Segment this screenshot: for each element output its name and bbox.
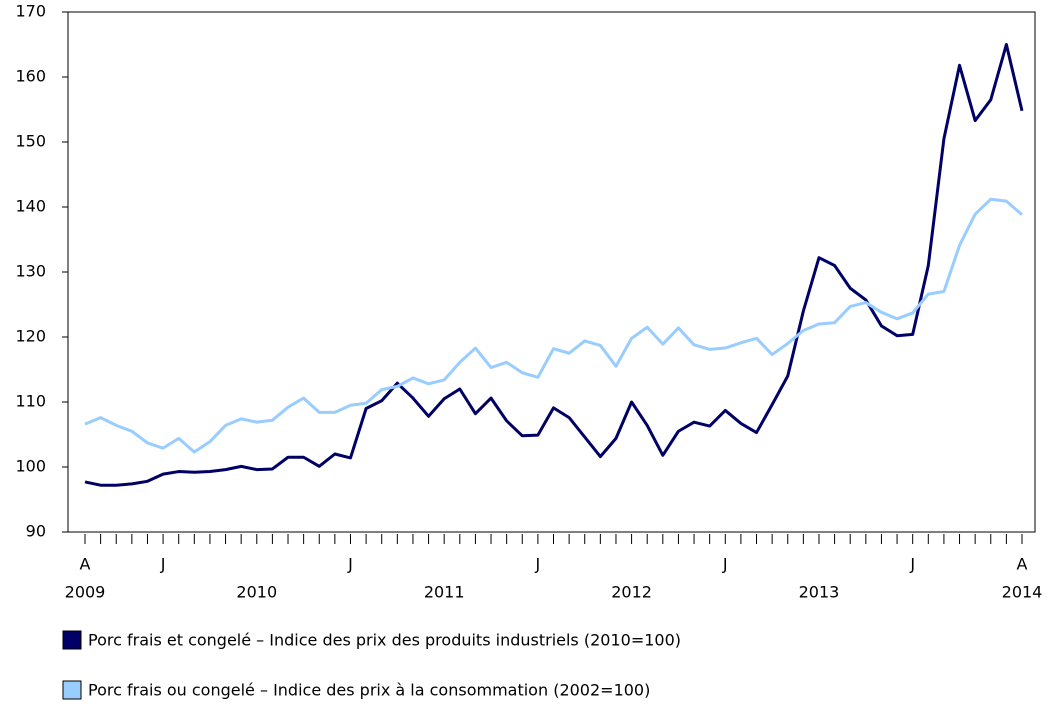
year-label: 2009 (65, 583, 106, 602)
x-tick-label: J (909, 555, 915, 574)
legend-swatch (62, 680, 82, 700)
x-tick-label: J (347, 555, 353, 574)
year-label: 2010 (236, 583, 277, 602)
line-series (84, 197, 1023, 454)
line-series (84, 43, 1024, 487)
plot-frame (67, 11, 1036, 533)
x-tick-label: J (722, 555, 728, 574)
legend-swatch (62, 630, 82, 650)
legend-label: Porc frais ou congelé – Indice des prix … (88, 681, 650, 700)
y-tick-label: 100 (15, 457, 46, 476)
x-tick-label: J (160, 555, 166, 574)
legend-label: Porc frais et congelé – Indice des prix … (88, 631, 681, 650)
y-tick-label: 110 (15, 392, 46, 411)
y-tick-label: 170 (15, 2, 46, 21)
year-label: 2012 (611, 583, 652, 602)
year-label: 2013 (799, 583, 840, 602)
y-tick-label: 140 (15, 197, 46, 216)
y-tick-label: 150 (15, 132, 46, 151)
year-label: 2014 (1002, 583, 1043, 602)
y-tick-label: 90 (26, 522, 46, 541)
y-tick-label: 130 (15, 262, 46, 281)
year-label: 2011 (424, 583, 465, 602)
y-tick-label: 120 (15, 327, 46, 346)
x-tick-label: A (80, 555, 91, 574)
x-tick-label: A (1017, 555, 1028, 574)
y-tick-label: 160 (15, 67, 46, 86)
x-tick-label: J (535, 555, 541, 574)
